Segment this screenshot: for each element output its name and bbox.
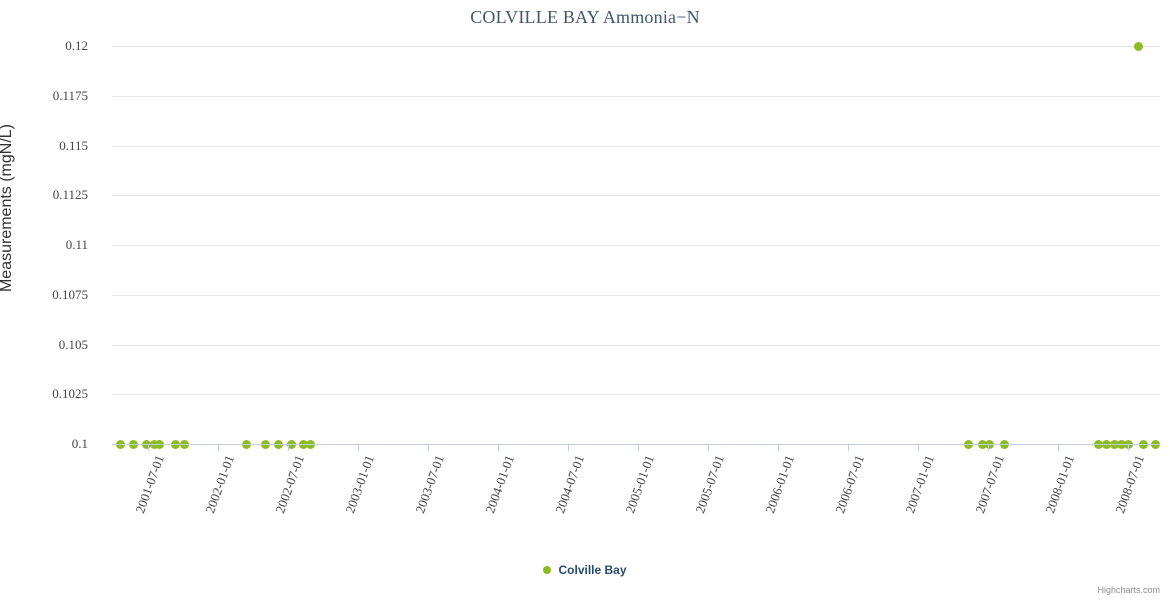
x-axis-tick-label-text: 2002-01-01 xyxy=(202,453,238,516)
x-axis-tick xyxy=(848,445,849,451)
x-axis-tick xyxy=(1128,445,1129,451)
x-axis-tick xyxy=(708,445,709,451)
x-axis-tick-label-text: 2005-01-01 xyxy=(622,453,658,516)
x-axis-tick-label-text: 2001-07-01 xyxy=(132,453,168,516)
legend-item-colville-bay[interactable]: Colville Bay xyxy=(543,563,627,577)
y-gridline xyxy=(112,95,1160,97)
x-axis-tick-label-text: 2007-01-01 xyxy=(902,453,938,516)
x-axis-tick-label-text: 2006-07-01 xyxy=(832,453,868,516)
x-axis-tick-label-text: 2003-07-01 xyxy=(412,453,448,516)
data-point[interactable] xyxy=(1133,41,1143,51)
x-axis-tick xyxy=(428,445,429,451)
chart-title: COLVILLE BAY Ammonia−N xyxy=(470,7,700,27)
credits-label: Highcharts.com xyxy=(1097,585,1160,595)
x-axis-tick-label-text: 2007-07-01 xyxy=(972,453,1008,516)
x-axis-tick-label-text: 2002-07-01 xyxy=(272,453,308,516)
x-axis-tick xyxy=(1058,445,1059,451)
x-axis-line xyxy=(112,444,1160,445)
y-axis-tick-label: 0.1075 xyxy=(52,286,88,302)
x-axis-tick xyxy=(288,445,289,451)
legend-marker-icon xyxy=(543,566,552,574)
x-axis-tick xyxy=(778,445,779,451)
plot-area: 0.1 0.1025 0.105 0.1075 0.11 0.1125 0.115 0.117… xyxy=(52,38,1160,451)
y-axis-tick-label: 0.1125 xyxy=(52,187,88,203)
x-axis-tick xyxy=(568,445,569,451)
y-axis-tick-label: 0.12 xyxy=(65,38,88,53)
y-gridline xyxy=(112,245,1160,246)
x-axis-tick xyxy=(638,445,639,451)
y-axis-tick-label: 0.11 xyxy=(65,237,88,252)
x-axis-tick-label-text: 2003-01-01 xyxy=(342,453,378,516)
y-gridline xyxy=(112,195,1160,197)
x-axis-tick-label-text: 2008-01-01 xyxy=(1042,453,1078,516)
x-axis-tick-label-text: 2005-07-01 xyxy=(692,453,728,516)
legend-item-label: Colville Bay xyxy=(558,563,627,577)
y-axis-tick-label: 0.1175 xyxy=(52,87,88,103)
y-axis-tick-label: 0.1 xyxy=(71,436,88,451)
y-axis-tick-label: 0.1025 xyxy=(52,386,88,402)
y-gridline xyxy=(112,344,1160,346)
x-axis-tick xyxy=(498,445,499,451)
x-axis-tick xyxy=(988,445,989,451)
y-gridline xyxy=(112,46,1160,47)
y-axis-tick-label: 0.115 xyxy=(59,137,88,153)
x-axis-tick-label-text: 2004-07-01 xyxy=(552,453,588,516)
y-gridline xyxy=(112,394,1160,396)
y-gridline xyxy=(112,145,1160,147)
x-axis-tick xyxy=(218,445,219,451)
x-axis-tick-label-text: 2004-01-01 xyxy=(482,453,518,516)
x-axis-tick xyxy=(148,445,149,451)
y-axis-tick-label: 0.105 xyxy=(58,336,88,352)
x-axis-tick xyxy=(358,445,359,451)
x-axis-tick xyxy=(918,445,919,451)
chart-legend: Colville Bay xyxy=(0,563,1170,577)
x-axis-tick-label-text: 2008-07-01 xyxy=(1112,453,1148,516)
x-axis-tick-label-text: 2006-01-01 xyxy=(762,453,798,516)
y-gridline xyxy=(112,294,1160,296)
